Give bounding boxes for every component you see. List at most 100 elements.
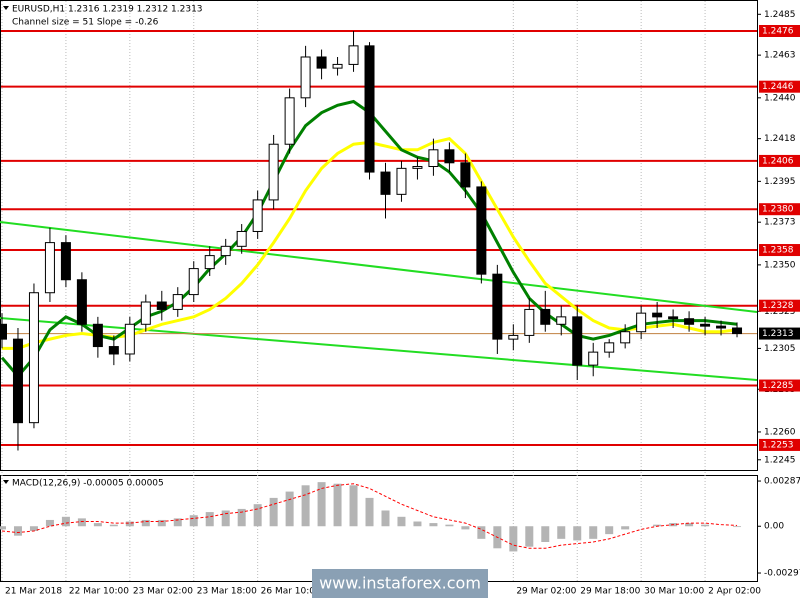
candle-body <box>60 242 71 281</box>
candle-body <box>668 316 679 320</box>
candle-body <box>508 334 519 340</box>
candle-body <box>524 308 535 336</box>
candle-body <box>236 230 247 247</box>
y-tick-label: 1.2395 <box>764 177 796 187</box>
macd-bar <box>45 519 54 527</box>
y-tick-label: 1.2418 <box>764 134 796 144</box>
candle-body <box>444 149 455 164</box>
candle-body <box>620 331 631 344</box>
macd-bar <box>61 516 70 527</box>
level-label: 1.2446 <box>762 82 794 92</box>
candle-body <box>0 323 7 340</box>
macd-bar <box>173 518 182 527</box>
x-tick-label: 2 Apr 02:00 <box>708 587 761 597</box>
macd-bar <box>221 510 230 527</box>
macd-bar <box>733 526 742 528</box>
y-tick-label: 1.2260 <box>764 427 796 437</box>
level-label-box <box>759 154 800 167</box>
candle-body <box>252 199 263 232</box>
macd-bar <box>301 485 310 527</box>
macd-bar <box>189 515 198 527</box>
level-label-box <box>759 80 800 93</box>
y-tick-label: 1.2440 <box>764 93 796 103</box>
menu-arrow <box>3 480 9 484</box>
level-label: 1.2380 <box>762 205 794 215</box>
macd-bar <box>93 523 102 527</box>
macd-bar <box>157 519 166 527</box>
watermark-box <box>312 569 488 598</box>
x-tick-label: 22 Mar 10:00 <box>69 587 129 597</box>
candle-body <box>540 308 551 325</box>
watermark: www.instaforex.com <box>319 574 481 593</box>
candle-body <box>76 279 87 325</box>
candle-body <box>572 316 583 366</box>
candle-body <box>700 323 711 327</box>
macd-bar <box>541 526 550 542</box>
level-label-box <box>759 24 800 37</box>
macd-bar <box>653 524 662 527</box>
level-label: 1.2406 <box>762 156 794 166</box>
candle-body <box>556 316 567 325</box>
candle-body <box>332 63 343 69</box>
candle-body <box>652 312 663 318</box>
candle-body <box>140 301 151 325</box>
macd-bar <box>205 512 214 527</box>
candle-body <box>348 45 359 65</box>
macd-y-tick-label: 0.00 <box>764 522 784 532</box>
macd-bar <box>349 485 358 527</box>
y-tick-label: 1.2245 <box>764 455 796 465</box>
candle-body <box>28 292 39 424</box>
macd-bar <box>429 523 438 527</box>
macd-bar <box>685 523 694 527</box>
y-tick-label: 1.2350 <box>764 260 796 270</box>
macd-bar <box>237 508 246 527</box>
macd-bar <box>109 524 118 527</box>
chart-title: EURUSD,H1 1.2316 1.2319 1.2312 1.2313 <box>12 5 203 15</box>
macd-bar <box>333 483 342 527</box>
macd-bar <box>573 526 582 541</box>
x-tick-label: 29 Mar 18:00 <box>580 587 640 597</box>
candle-body <box>124 323 135 355</box>
x-tick-label: 26 Mar 10:00 <box>261 587 321 597</box>
level-label-box <box>759 203 800 216</box>
candle-body <box>684 318 695 325</box>
level-label: 1.2285 <box>762 381 794 391</box>
chart-subtitle: Channel size = 51 Slope = -0.26 <box>12 18 159 28</box>
candle-body <box>220 245 231 257</box>
y-tick-label: 1.2373 <box>764 218 796 228</box>
candle-body <box>732 327 743 335</box>
macd-bar <box>125 521 134 527</box>
macd-bar <box>317 482 326 527</box>
candle-body <box>188 268 199 296</box>
macd-bar <box>445 524 454 527</box>
candle-body <box>492 273 503 340</box>
level-label-box <box>759 299 800 312</box>
y-tick-label: 1.2305 <box>764 344 796 354</box>
macd-bar <box>253 504 262 527</box>
level-label: 1.2476 <box>762 26 794 36</box>
candle-body <box>204 255 215 270</box>
macd-bar <box>285 491 294 527</box>
candle-body <box>316 56 327 69</box>
macd-bar <box>141 519 150 527</box>
macd-bar <box>413 521 422 527</box>
current-price-box <box>759 327 800 340</box>
macd-bar <box>461 526 470 530</box>
macd-bar <box>0 526 6 530</box>
macd-bar <box>397 516 406 527</box>
x-tick-label: 29 Mar 02:00 <box>516 587 576 597</box>
x-tick-label: 23 Mar 18:00 <box>197 587 257 597</box>
macd-bar <box>701 524 710 527</box>
candle-body <box>476 186 487 275</box>
candle-body <box>396 167 407 195</box>
candle-body <box>428 149 439 168</box>
main-panel-frame <box>0 0 758 471</box>
candle-body <box>268 143 279 201</box>
candle-body <box>172 294 183 310</box>
x-tick-label: 21 Mar 2018 <box>5 587 62 597</box>
macd-bar <box>13 526 22 536</box>
level-label-box <box>759 379 800 392</box>
